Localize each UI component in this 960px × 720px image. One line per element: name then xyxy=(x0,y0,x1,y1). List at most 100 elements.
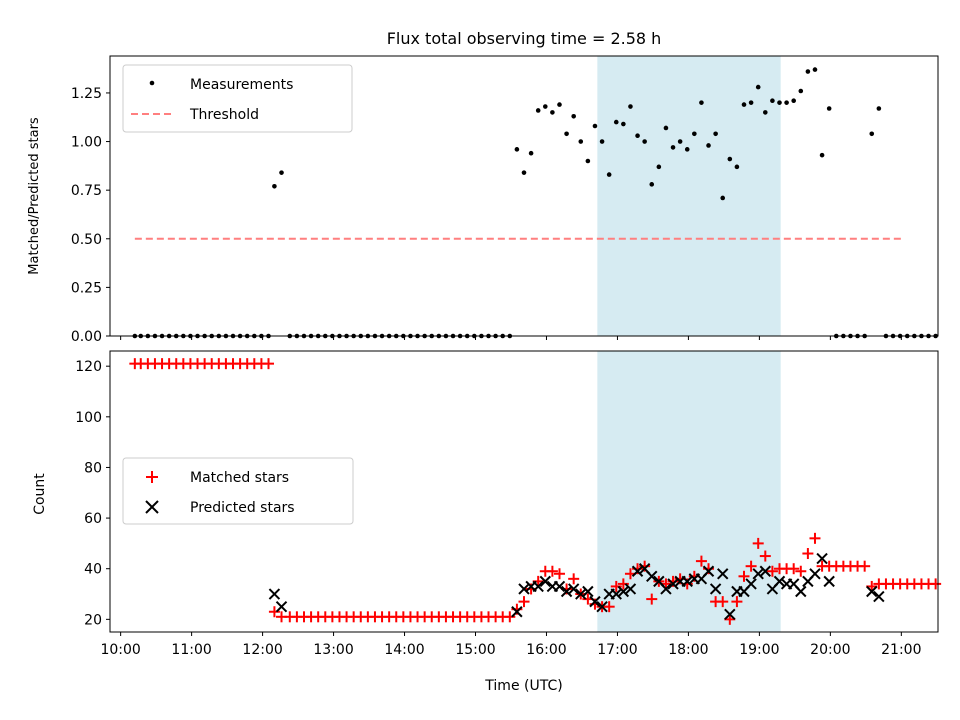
predicted-point xyxy=(268,588,281,600)
measurement-point xyxy=(869,131,875,137)
y-tick-label: 0.25 xyxy=(71,280,102,296)
y-tick-label: 0.00 xyxy=(71,329,102,345)
measurement-point xyxy=(585,158,591,164)
measurement-point xyxy=(578,139,584,144)
measurement-point xyxy=(557,102,562,107)
measurement-point xyxy=(521,170,527,175)
measurement-point xyxy=(514,147,520,152)
predicted-point xyxy=(745,578,757,590)
measurement-point xyxy=(272,183,277,189)
predicted-point xyxy=(752,568,764,580)
matched-point xyxy=(717,596,729,608)
bottom-panel: 20 40 60 80 100 120 10:00 11:00 12:00 13:00 14:00… xyxy=(32,350,942,694)
bottom-x-ticks: 10:00 11:00 12:00 13:00 14:00 15:00 16:00 17:00… xyxy=(100,632,922,658)
measurement-point xyxy=(713,131,718,137)
series-predicted-stars xyxy=(268,552,885,620)
measurement-point xyxy=(692,131,697,137)
matched-point xyxy=(568,573,580,585)
matched-point xyxy=(617,578,629,590)
predicted-point xyxy=(532,580,544,593)
measurement-point xyxy=(670,145,676,150)
legend-measurements-marker xyxy=(149,80,155,86)
predicted-point xyxy=(773,575,786,588)
top-shaded-span xyxy=(597,56,781,336)
legend-threshold-label: Threshold xyxy=(189,107,259,123)
predicted-point xyxy=(518,583,530,595)
measurement-point xyxy=(798,88,804,94)
measurement-point xyxy=(628,104,633,109)
predicted-point xyxy=(560,585,573,598)
predicted-point xyxy=(275,600,288,613)
matched-point xyxy=(766,565,778,577)
predicted-point xyxy=(866,585,878,598)
top-panel: 0.00 0.25 0.50 0.75 1.00 1.25 Flux total obse… xyxy=(27,29,939,345)
matched-point xyxy=(759,550,771,562)
y-tick-label: 80 xyxy=(84,460,102,476)
y-tick-label: 40 xyxy=(84,562,102,578)
predicted-point xyxy=(646,570,658,583)
predicted-point xyxy=(617,585,630,598)
measurement-point xyxy=(599,139,605,144)
measurement-point xyxy=(684,147,690,152)
matched-point xyxy=(788,563,800,575)
measurement-point xyxy=(621,121,626,127)
predicted-point xyxy=(702,565,715,577)
matched-point xyxy=(553,568,565,580)
x-tick-label: 18:00 xyxy=(668,642,708,658)
matched-point xyxy=(546,565,558,577)
predicted-point xyxy=(539,575,551,588)
bottom-axes-frame xyxy=(109,350,939,633)
x-tick-label: 13:00 xyxy=(313,642,353,658)
x-tick-label: 19:00 xyxy=(739,642,779,658)
predicted-point xyxy=(809,568,821,580)
y-tick-label: 1.00 xyxy=(71,135,102,151)
top-legend-box xyxy=(122,64,353,133)
bottom-legend-box xyxy=(122,457,354,525)
measurement-point xyxy=(706,143,711,148)
measurement-point xyxy=(528,150,534,156)
legend-predicted-label: Predicted stars xyxy=(190,500,295,516)
matched-point xyxy=(646,593,658,605)
measurement-point xyxy=(812,67,818,72)
measurement-point xyxy=(606,172,612,177)
matched-point xyxy=(695,555,707,567)
measurement-point xyxy=(826,106,832,111)
measurement-point xyxy=(777,100,782,105)
top-x-ticks xyxy=(120,336,902,340)
predicted-point xyxy=(717,568,729,580)
predicted-point xyxy=(567,583,580,595)
measurement-point xyxy=(649,182,655,187)
x-tick-label: 20:00 xyxy=(810,642,850,658)
x-tick-label: 15:00 xyxy=(455,642,495,658)
matched-point xyxy=(745,560,757,572)
matched-point xyxy=(752,537,764,549)
matched-point xyxy=(610,580,622,592)
top-legend: Measurements Threshold xyxy=(122,64,353,133)
matched-point xyxy=(731,596,743,608)
x-tick-label: 17:00 xyxy=(597,642,637,658)
measurement-point xyxy=(677,139,683,144)
legend-matched-label: Matched stars xyxy=(190,470,289,486)
x-tick-label: 10:00 xyxy=(100,642,140,658)
predicted-point xyxy=(596,600,608,613)
legend-measurements-label: Measurements xyxy=(190,77,293,93)
predicted-point xyxy=(575,588,587,600)
measurement-point xyxy=(550,110,555,115)
y-tick-label: 20 xyxy=(84,612,102,628)
matched-point xyxy=(809,532,821,544)
measurement-point xyxy=(635,133,640,139)
legend-predicted-marker xyxy=(145,500,159,514)
top-y-axis-label: Matched/Predicted stars xyxy=(27,117,42,275)
predicted-point xyxy=(795,585,807,598)
predicted-point xyxy=(709,583,722,595)
matched-point xyxy=(504,611,516,623)
matched-point xyxy=(263,358,275,370)
measurement-point xyxy=(763,110,768,115)
measurement-point xyxy=(819,152,825,158)
predicted-point xyxy=(667,578,679,590)
top-y-ticks: 0.00 0.25 0.50 0.75 1.00 1.25 xyxy=(71,86,110,345)
predicted-point xyxy=(631,565,644,577)
matched-point xyxy=(802,548,814,560)
predicted-point xyxy=(681,575,693,588)
